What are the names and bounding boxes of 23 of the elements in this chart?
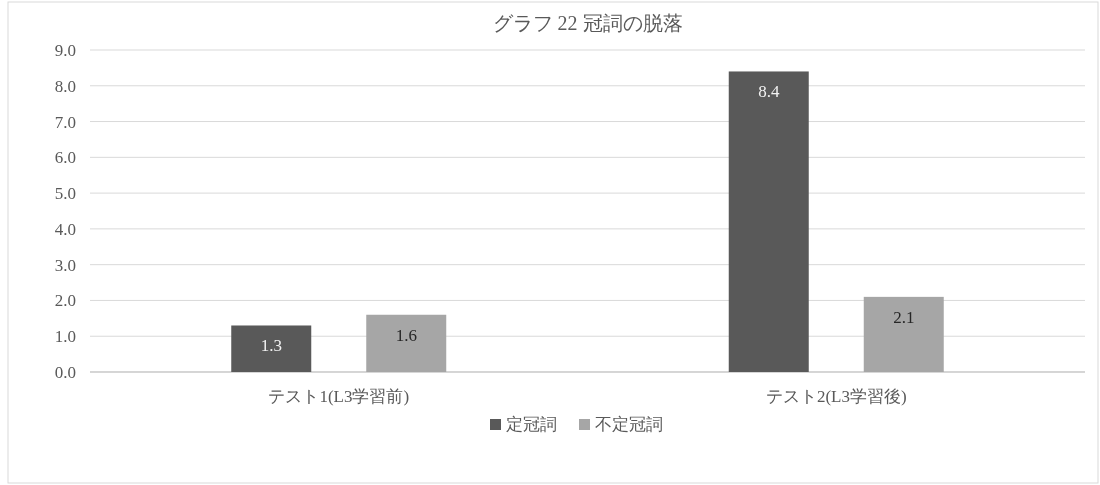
y-tick-label: 9.0 <box>54 41 76 60</box>
x-tick-label: テスト2(L3学習後) <box>765 387 907 406</box>
y-tick-label: 1.0 <box>54 327 76 347</box>
bar <box>728 71 809 372</box>
x-tick-label: テスト1(L3学習前) <box>268 387 410 406</box>
bar <box>231 325 312 372</box>
data-label: 2.1 <box>893 307 915 327</box>
y-tick-label: 8.0 <box>54 76 76 96</box>
y-tick-label: 4.0 <box>54 219 76 239</box>
bar <box>863 296 944 372</box>
data-label: 1.3 <box>260 336 282 356</box>
data-label: 1.6 <box>395 325 417 345</box>
y-tick-label: 3.0 <box>54 255 76 275</box>
bar <box>366 314 447 372</box>
legend-label: 定冠詞 <box>506 415 557 434</box>
y-tick-label: 5.0 <box>54 184 76 204</box>
legend-label: 不定冠詞 <box>595 415 663 434</box>
y-tick-label: 0.0 <box>54 363 76 382</box>
y-tick-label: 2.0 <box>54 291 76 311</box>
y-tick-label: 6.0 <box>54 148 76 168</box>
chart-title: グラフ 22 冠詞の脱落 <box>492 12 683 34</box>
data-label: 8.4 <box>758 82 780 102</box>
y-tick-label: 7.0 <box>54 112 76 132</box>
